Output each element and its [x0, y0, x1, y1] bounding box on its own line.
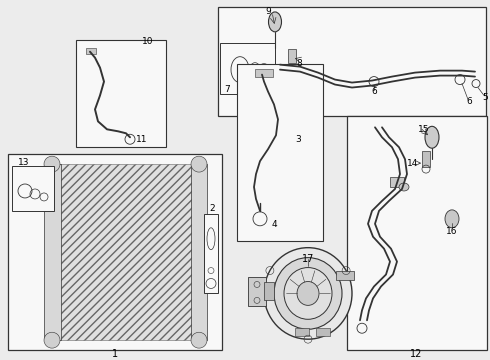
- Bar: [264, 283, 274, 300]
- Text: 12: 12: [410, 349, 422, 359]
- Bar: [237, 64, 323, 241]
- Text: 15: 15: [418, 125, 430, 134]
- Text: 13: 13: [18, 158, 29, 167]
- Bar: [336, 271, 354, 280]
- Text: 7: 7: [224, 85, 230, 94]
- Bar: [191, 164, 207, 340]
- Circle shape: [44, 332, 60, 348]
- Bar: [8, 154, 222, 350]
- Bar: [347, 116, 487, 350]
- Ellipse shape: [284, 267, 332, 319]
- Text: 9: 9: [265, 8, 271, 17]
- Text: 1: 1: [112, 349, 118, 359]
- Bar: [12, 166, 54, 211]
- Circle shape: [191, 332, 207, 348]
- Bar: [44, 164, 61, 340]
- Bar: [248, 276, 266, 306]
- Ellipse shape: [274, 258, 342, 329]
- Bar: [218, 7, 486, 116]
- Text: 17: 17: [302, 253, 314, 264]
- Text: 3: 3: [295, 135, 301, 144]
- Bar: [204, 214, 218, 293]
- Circle shape: [191, 156, 207, 172]
- Bar: [316, 328, 330, 336]
- Bar: [295, 328, 309, 336]
- Bar: [255, 69, 273, 77]
- Bar: [76, 40, 166, 147]
- Bar: [390, 177, 404, 187]
- Ellipse shape: [269, 12, 281, 32]
- Ellipse shape: [264, 248, 352, 339]
- Polygon shape: [60, 164, 192, 340]
- Text: 11: 11: [136, 135, 147, 144]
- Circle shape: [44, 156, 60, 172]
- Text: 6: 6: [466, 97, 472, 106]
- Bar: [288, 49, 296, 63]
- Ellipse shape: [425, 126, 439, 148]
- Text: 8: 8: [296, 59, 302, 68]
- Text: 16: 16: [446, 227, 458, 236]
- Text: 14: 14: [407, 159, 418, 168]
- Bar: [422, 151, 430, 167]
- Bar: [220, 43, 275, 94]
- Ellipse shape: [445, 210, 459, 228]
- Text: 4: 4: [272, 220, 278, 229]
- Text: 2: 2: [209, 204, 215, 213]
- Text: 5: 5: [482, 93, 488, 102]
- Text: 10: 10: [142, 37, 153, 46]
- Ellipse shape: [399, 183, 409, 191]
- Ellipse shape: [297, 282, 319, 305]
- Bar: [86, 48, 96, 54]
- Text: 6: 6: [371, 87, 377, 96]
